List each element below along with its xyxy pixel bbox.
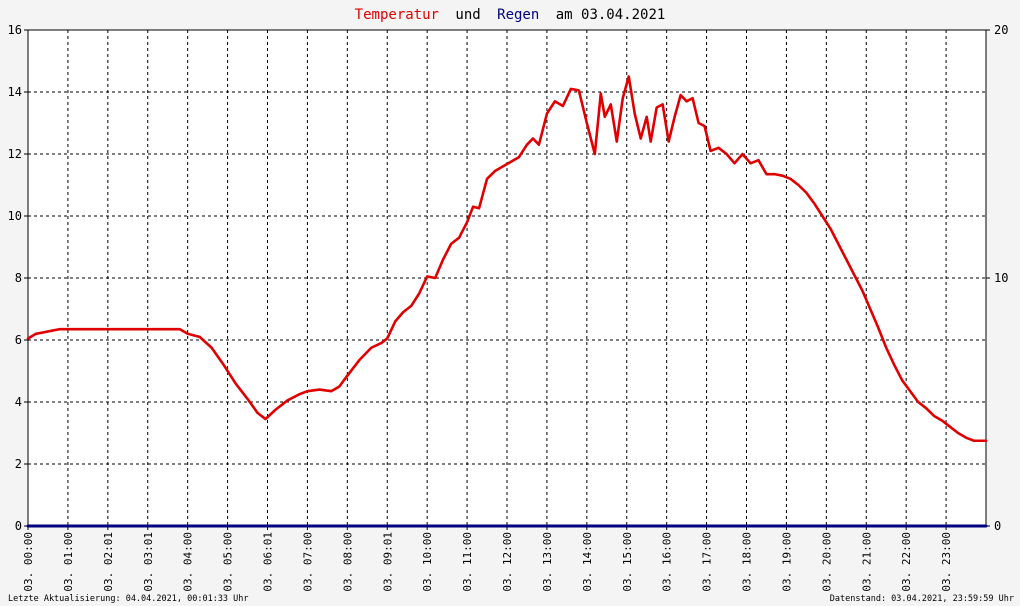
x-tick-label: 03. 20:00: [820, 532, 833, 592]
x-tick-label: 03. 08:00: [341, 532, 354, 592]
x-tick-label: 03. 17:00: [701, 532, 714, 592]
y-axis-left: 0 2 4 6 8 10 12 14 16: [8, 23, 28, 533]
y-axis-right: 0 10 20: [986, 23, 1008, 533]
title-regen: Regen: [497, 7, 539, 23]
y-left-tick-label: 8: [15, 271, 22, 285]
x-tick-label: 03. 21:00: [860, 532, 873, 592]
x-tick-label: 03. 13:00: [541, 532, 554, 592]
x-tick-label: 03. 14:00: [581, 532, 594, 592]
x-tick-label: 03. 02:01: [102, 532, 115, 592]
footer-last-update: Letzte Aktualisierung: 04.04.2021, 00:01…: [8, 594, 249, 604]
x-tick-label: 03. 03:01: [142, 532, 155, 592]
title-date: am 03.04.2021: [556, 7, 666, 23]
series: [26, 75, 988, 528]
x-tick-label: 03. 04:00: [182, 532, 195, 592]
y-right-tick-label: 0: [994, 519, 1001, 533]
title-temperatur: Temperatur: [355, 7, 439, 23]
x-tick-label: 03. 12:00: [501, 532, 514, 592]
grid: [28, 30, 986, 526]
y-left-tick-label: 14: [8, 85, 22, 99]
x-axis: 03. 00:00 03. 01:00 03. 02:01 03. 03:01 03. …: [22, 526, 953, 592]
x-tick-label: 03. 11:00: [461, 532, 474, 592]
x-tick-label: 03. 16:00: [661, 532, 674, 592]
x-tick-label: 03. 19:00: [780, 532, 793, 592]
x-tick-label: 03. 22:00: [900, 532, 913, 592]
x-tick-label: 03. 18:00: [741, 532, 754, 592]
x-tick-label: 03. 15:00: [621, 532, 634, 592]
y-left-tick-label: 12: [8, 147, 22, 161]
x-tick-label: 03. 05:00: [222, 532, 235, 592]
y-left-tick-label: 6: [15, 333, 22, 347]
y-right-tick-label: 20: [994, 23, 1008, 37]
x-tick-label: 03. 23:00: [940, 532, 953, 592]
x-tick-label: 03. 00:00: [22, 532, 35, 592]
y-right-tick-label: 10: [994, 271, 1008, 285]
x-tick-label: 03. 07:00: [301, 532, 314, 592]
x-tick-label: 03. 06:01: [262, 532, 275, 592]
x-tick-label: 03. 01:00: [62, 532, 75, 592]
y-left-tick-label: 16: [8, 23, 22, 37]
y-left-tick-label: 0: [15, 519, 22, 533]
x-tick-label: 03. 09:01: [381, 532, 394, 592]
chart-title: Temperatur und Regen am 03.04.2021: [355, 7, 666, 23]
temperature-line: [26, 75, 988, 443]
x-tick-label: 03. 10:00: [421, 532, 434, 592]
footer-data-status: Datenstand: 03.04.2021, 23:59:59 Uhr: [830, 594, 1014, 604]
y-left-tick-label: 2: [15, 457, 22, 471]
y-left-tick-label: 4: [15, 395, 22, 409]
title-und: und: [455, 7, 480, 23]
y-left-tick-label: 10: [8, 209, 22, 223]
